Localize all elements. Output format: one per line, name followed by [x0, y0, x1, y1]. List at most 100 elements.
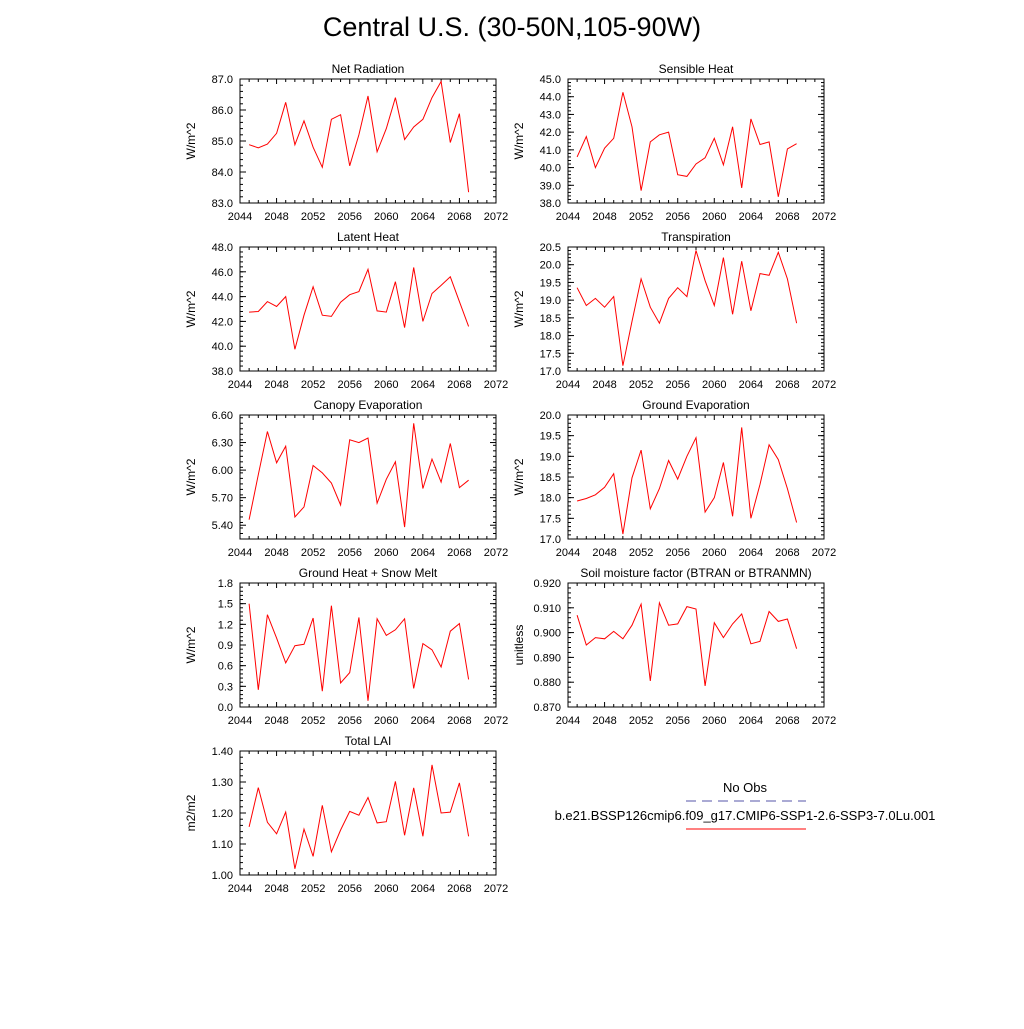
legend-case-label: b.e21.BSSP126cmip6.f09_g17.CMIP6-SSP1-2.… [555, 808, 936, 823]
x-tick-label: 2068 [775, 715, 799, 727]
plot-frame [239, 750, 497, 876]
y-tick-label: 1.10 [212, 839, 233, 851]
panel-title: Ground Heat + Snow Melt [299, 566, 438, 580]
y-tick-label: 1.20 [212, 808, 233, 820]
x-tick-label: 2068 [447, 883, 471, 895]
series-line-1 [248, 603, 470, 701]
x-tick-label: 2064 [739, 715, 763, 727]
x-tick-label: 2064 [411, 547, 435, 559]
y-tick-label: 6.30 [212, 438, 233, 450]
x-tick-label: 2068 [447, 715, 471, 727]
y-tick-label: 1.40 [212, 746, 233, 758]
x-tick-label: 2064 [739, 547, 763, 559]
y-tick-label: 19.5 [540, 277, 561, 289]
y-tick-label: 38.0 [540, 198, 561, 210]
panel-title: Soil moisture factor (BTRAN or BTRANMN) [580, 566, 811, 580]
x-tick-label: 2052 [629, 211, 653, 223]
series-line-1 [248, 764, 470, 869]
x-tick-label: 2052 [301, 379, 325, 391]
x-tick-label: 2044 [556, 547, 580, 559]
y-tick-label: 1.2 [218, 619, 233, 631]
x-tick-label: 2056 [665, 379, 689, 391]
y-tick-label: 0.870 [533, 702, 561, 714]
y-axis-label: W/m^2 [184, 290, 198, 327]
panel-7: Ground Heat + Snow Melt W/m^2 2044 2048 2052… [184, 566, 508, 727]
x-tick-label: 2056 [337, 883, 361, 895]
y-tick-label: 0.3 [218, 681, 233, 693]
plot-frame [239, 246, 497, 372]
x-tick-label: 2060 [702, 379, 726, 391]
y-tick-label: 17.0 [540, 534, 561, 546]
y-tick-label: 19.0 [540, 451, 561, 463]
x-tick-label: 2056 [337, 547, 361, 559]
x-tick-label: 2044 [556, 379, 580, 391]
x-tick-label: 2072 [812, 547, 836, 559]
panel-6: Ground Evaporation W/m^2 2044 2048 2052 2056 2… [512, 398, 836, 559]
x-tick-label: 2052 [629, 547, 653, 559]
y-tick-label: 41.0 [540, 145, 561, 157]
x-tick-label: 2048 [264, 379, 288, 391]
y-tick-label: 46.0 [212, 267, 233, 279]
x-tick-label: 2064 [739, 379, 763, 391]
plot-frame [239, 582, 497, 708]
x-tick-label: 2044 [556, 715, 580, 727]
legend-obs-label: No Obs [723, 780, 768, 795]
series-line-1 [576, 427, 798, 535]
x-tick-label: 2048 [592, 715, 616, 727]
x-tick-label: 2056 [337, 715, 361, 727]
series-line-1 [576, 600, 798, 686]
x-tick-label: 2048 [264, 211, 288, 223]
x-tick-label: 2060 [374, 883, 398, 895]
y-tick-label: 83.0 [212, 198, 233, 210]
y-tick-label: 44.0 [212, 292, 233, 304]
x-tick-label: 2072 [812, 379, 836, 391]
y-tick-label: 1.00 [212, 870, 233, 882]
y-axis-label: W/m^2 [184, 626, 198, 663]
y-tick-label: 87.0 [212, 74, 233, 86]
y-tick-label: 18.0 [540, 331, 561, 343]
y-tick-label: 0.880 [533, 677, 561, 689]
panel-1: Net Radiation W/m^2 2044 2048 2052 2056 2060 20… [184, 62, 508, 223]
x-tick-label: 2048 [592, 547, 616, 559]
series-line-1 [248, 423, 469, 528]
y-tick-label: 39.0 [540, 180, 561, 192]
y-tick-label: 18.5 [540, 472, 561, 484]
x-tick-label: 2052 [301, 883, 325, 895]
panel-9: Total LAI m2/m2 2044 2048 2052 2056 2060 2064 20… [184, 734, 508, 895]
x-tick-label: 2048 [264, 883, 288, 895]
x-tick-label: 2072 [484, 547, 508, 559]
y-axis-label: W/m^2 [184, 122, 198, 159]
figure-title: Central U.S. (30-50N,105-90W) [322, 12, 702, 42]
panel-8: Soil moisture factor (BTRAN or BTRANMN) u… [512, 566, 836, 727]
x-tick-label: 2052 [629, 379, 653, 391]
y-axis-label: W/m^2 [512, 290, 526, 327]
y-axis-label: unitless [512, 625, 526, 666]
y-axis-label: W/m^2 [184, 458, 198, 495]
x-tick-label: 2064 [411, 211, 435, 223]
x-tick-label: 2056 [665, 211, 689, 223]
x-tick-label: 2060 [374, 379, 398, 391]
y-tick-label: 0.920 [533, 578, 561, 590]
x-tick-label: 2068 [775, 211, 799, 223]
y-tick-label: 1.8 [218, 578, 233, 590]
x-tick-label: 2048 [264, 715, 288, 727]
x-tick-label: 2060 [374, 715, 398, 727]
x-tick-label: 2072 [484, 883, 508, 895]
x-tick-label: 2064 [739, 211, 763, 223]
x-tick-label: 2060 [374, 211, 398, 223]
y-tick-label: 20.0 [540, 410, 561, 422]
panel-title: Canopy Evaporation [314, 398, 423, 412]
y-tick-label: 84.0 [212, 167, 233, 179]
plot-frame [567, 414, 825, 540]
legend: No Obs b.e21.BSSP126cmip6.f09_g17.CMIP6-S… [555, 780, 936, 830]
x-tick-label: 2072 [812, 715, 836, 727]
y-tick-label: 45.0 [540, 74, 561, 86]
y-tick-label: 48.0 [212, 242, 233, 254]
x-tick-label: 2072 [812, 211, 836, 223]
y-tick-label: 17.0 [540, 366, 561, 378]
series-line-1 [249, 267, 470, 350]
y-tick-label: 0.890 [533, 652, 561, 664]
y-tick-label: 19.0 [540, 295, 561, 307]
y-tick-label: 40.0 [540, 163, 561, 175]
y-axis-label: W/m^2 [512, 122, 526, 159]
